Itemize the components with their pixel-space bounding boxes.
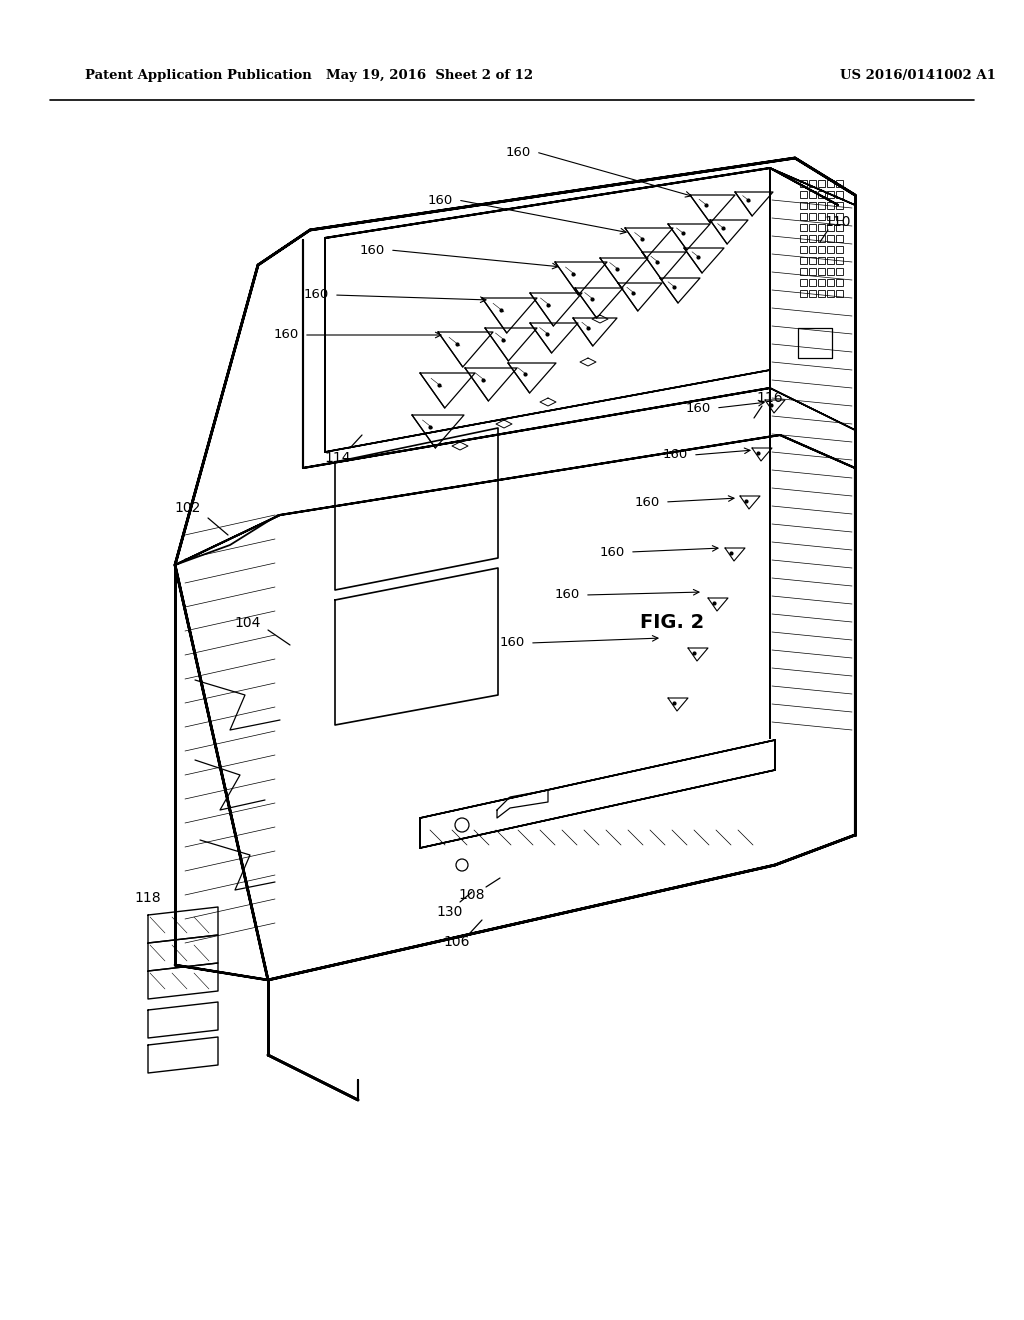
Bar (800, 224, 807, 231)
Bar (818, 290, 825, 297)
Bar (827, 246, 834, 253)
Bar (836, 290, 843, 297)
Text: Patent Application Publication: Patent Application Publication (85, 69, 311, 82)
Bar (809, 235, 816, 242)
Text: 118: 118 (135, 891, 162, 906)
Bar (809, 202, 816, 209)
Text: 106: 106 (443, 935, 470, 949)
Text: 160: 160 (506, 145, 530, 158)
Text: 160: 160 (303, 289, 329, 301)
Bar (809, 268, 816, 275)
Bar (836, 279, 843, 286)
Bar (818, 202, 825, 209)
Bar (827, 224, 834, 231)
Bar (800, 257, 807, 264)
Bar (800, 180, 807, 187)
Bar (800, 279, 807, 286)
Text: 160: 160 (685, 401, 711, 414)
Bar (827, 202, 834, 209)
Text: 160: 160 (500, 636, 524, 649)
Bar (809, 180, 816, 187)
Bar (818, 257, 825, 264)
Bar (836, 202, 843, 209)
Text: 130: 130 (437, 906, 463, 919)
Bar (809, 224, 816, 231)
Bar (800, 213, 807, 220)
Bar (818, 213, 825, 220)
Bar (836, 224, 843, 231)
Text: 160: 160 (663, 449, 688, 462)
Bar (818, 191, 825, 198)
Bar (818, 224, 825, 231)
Bar (827, 290, 834, 297)
Bar (809, 213, 816, 220)
Bar (800, 191, 807, 198)
Text: 160: 160 (635, 495, 659, 508)
Bar (827, 268, 834, 275)
Text: 160: 160 (599, 545, 625, 558)
Bar (800, 246, 807, 253)
Text: 160: 160 (427, 194, 453, 206)
Bar (836, 257, 843, 264)
Bar (827, 213, 834, 220)
Text: 110: 110 (824, 215, 851, 228)
Bar (809, 290, 816, 297)
Bar (809, 279, 816, 286)
Text: 102: 102 (175, 502, 201, 515)
Bar (836, 268, 843, 275)
Text: 116: 116 (757, 391, 783, 405)
Bar (800, 235, 807, 242)
Bar (818, 279, 825, 286)
Text: 108: 108 (459, 888, 485, 902)
Bar (836, 235, 843, 242)
Bar (818, 180, 825, 187)
Text: 104: 104 (234, 616, 261, 630)
Bar (818, 235, 825, 242)
Bar (818, 246, 825, 253)
Bar (800, 202, 807, 209)
Text: 160: 160 (554, 589, 580, 602)
Bar (809, 246, 816, 253)
Text: 114: 114 (325, 451, 351, 465)
Text: 160: 160 (359, 243, 385, 256)
Bar (836, 213, 843, 220)
Bar (809, 191, 816, 198)
Text: May 19, 2016  Sheet 2 of 12: May 19, 2016 Sheet 2 of 12 (327, 69, 534, 82)
Bar (836, 180, 843, 187)
Bar (827, 257, 834, 264)
Bar (827, 235, 834, 242)
Bar (800, 268, 807, 275)
Text: 160: 160 (273, 329, 299, 342)
Bar (809, 257, 816, 264)
Bar (818, 268, 825, 275)
Bar (836, 191, 843, 198)
Bar (800, 290, 807, 297)
Bar (827, 191, 834, 198)
Bar (836, 246, 843, 253)
Bar (827, 180, 834, 187)
Text: US 2016/0141002 A1: US 2016/0141002 A1 (840, 69, 996, 82)
Bar (827, 279, 834, 286)
Text: FIG. 2: FIG. 2 (640, 612, 705, 631)
